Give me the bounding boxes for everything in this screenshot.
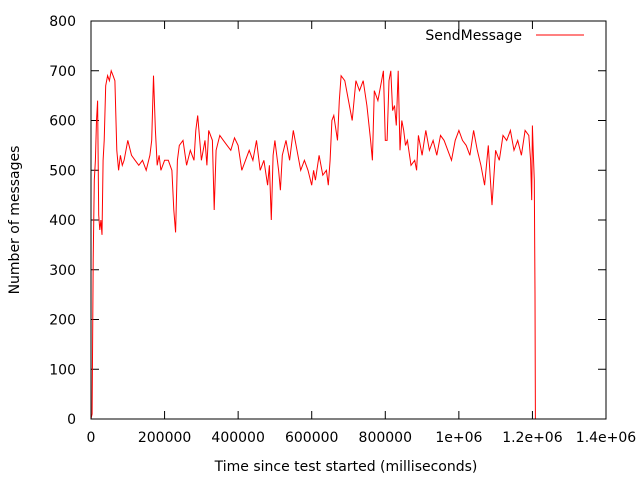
y-tick-label: 300 bbox=[49, 263, 76, 279]
plot-area-frame bbox=[90, 20, 607, 420]
x-tick-label: 400000 bbox=[211, 430, 264, 446]
y-tick-label: 700 bbox=[49, 64, 76, 80]
y-tick-label: 600 bbox=[49, 114, 76, 130]
x-tick-label: 1e+06 bbox=[435, 430, 482, 446]
y-tick-label: 800 bbox=[49, 14, 76, 30]
legend: SendMessage bbox=[425, 28, 584, 44]
y-tick-label: 200 bbox=[49, 313, 76, 329]
y-tick-label: 100 bbox=[49, 362, 76, 378]
y-axis-label: Number of messages bbox=[7, 146, 23, 295]
tick-labels: 0 200000 400000 600000 800000 1e+06 1.2e+06 1.4… bbox=[49, 14, 636, 446]
x-tick-label: 600000 bbox=[285, 430, 338, 446]
x-tick-label: 1.4e+06 bbox=[576, 430, 637, 446]
x-tick-label: 200000 bbox=[138, 430, 191, 446]
legend-label-sendmessage: SendMessage bbox=[425, 28, 522, 44]
y-tick-label: 400 bbox=[49, 213, 76, 229]
x-tick-label: 0 bbox=[87, 430, 96, 446]
x-tick-label: 800000 bbox=[359, 430, 412, 446]
series-line-sendmessage bbox=[90, 68, 536, 420]
y-tick-label: 0 bbox=[67, 412, 76, 428]
x-tick-label: 1.2e+06 bbox=[502, 430, 563, 446]
x-axis-label: Time since test started (milliseconds) bbox=[214, 459, 478, 475]
y-tick-label: 500 bbox=[49, 163, 76, 179]
tick-marks bbox=[90, 20, 607, 420]
